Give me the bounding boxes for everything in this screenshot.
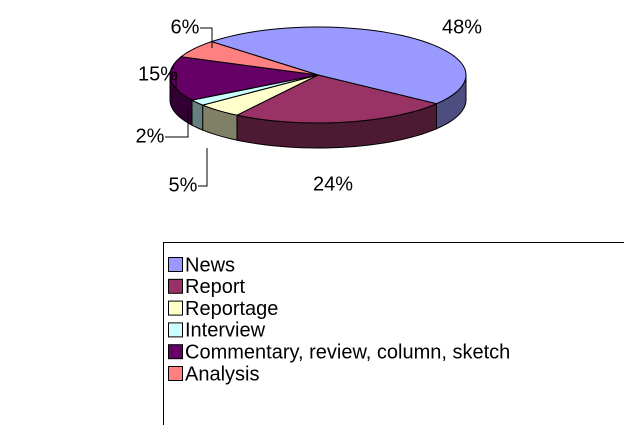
legend-label: News bbox=[185, 254, 235, 276]
pie-slice bbox=[179, 41, 319, 76]
data-label: 5% bbox=[169, 174, 198, 196]
legend-swatch bbox=[168, 300, 183, 316]
data-label: 15% bbox=[138, 63, 178, 85]
legend-label: Interview bbox=[185, 320, 266, 342]
legend-swatch bbox=[168, 278, 183, 294]
leader-line bbox=[200, 27, 213, 48]
legend-label: Analysis bbox=[185, 363, 259, 385]
data-label: 48% bbox=[442, 16, 482, 38]
pie-slice bbox=[209, 26, 467, 105]
leader-line bbox=[165, 108, 189, 138]
leader-line bbox=[173, 74, 177, 90]
legend-label: Commentary, review, column, sketch bbox=[185, 341, 510, 363]
data-label: 24% bbox=[313, 173, 353, 195]
legend-label: Reportage bbox=[185, 298, 278, 320]
legend-label: Report bbox=[185, 276, 245, 298]
data-label: 6% bbox=[171, 16, 200, 38]
legend-swatch bbox=[168, 257, 183, 272]
pie-slice bbox=[169, 56, 319, 101]
leader-line bbox=[198, 148, 208, 187]
legend-swatch bbox=[168, 366, 183, 381]
legend-swatch bbox=[168, 344, 183, 360]
pie-slice bbox=[235, 74, 439, 124]
data-label: 2% bbox=[136, 125, 165, 147]
legend-swatch bbox=[168, 322, 183, 338]
pie-slice bbox=[201, 74, 319, 116]
